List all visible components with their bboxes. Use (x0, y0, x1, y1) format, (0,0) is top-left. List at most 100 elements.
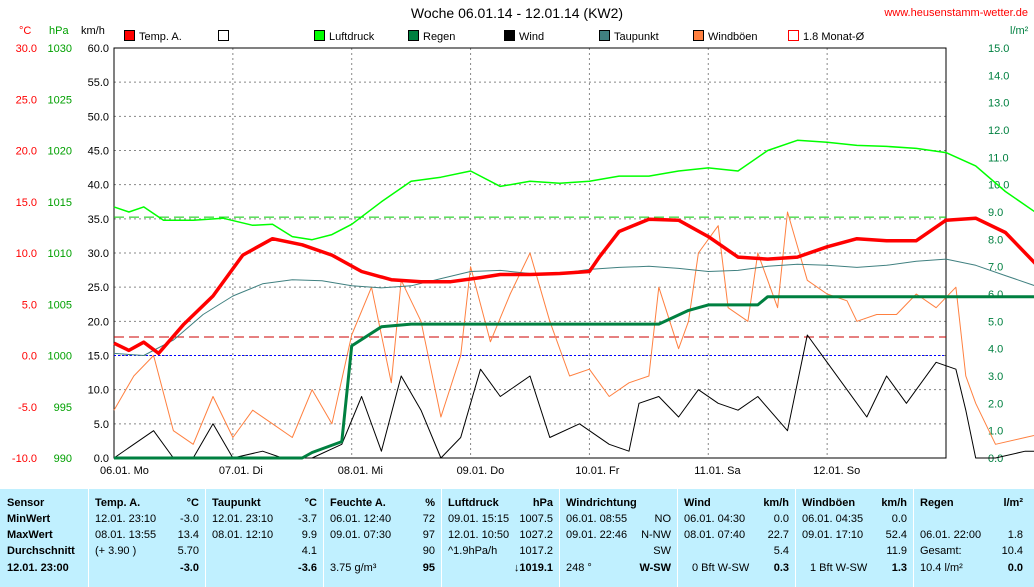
stats-current-time: 12.01. 23:00 (7, 562, 69, 574)
series-line-luftdruck (113, 139, 1034, 241)
wind-tick-label: 40.0 (88, 180, 109, 192)
stats-cell: 5.4 (773, 545, 789, 557)
wind-tick-label: 35.0 (88, 214, 109, 226)
stats-cell: 09.01. 17:10 (802, 529, 864, 541)
stats-cell: 08.01. 07:40 (684, 529, 746, 541)
stats-cell: 1027.2 (519, 529, 553, 541)
stats-current-extra: 248 ° (566, 562, 592, 574)
stats-cell: 12.01. 23:10 (212, 513, 274, 525)
legend-item-dewpoint: Taupunkt (599, 30, 659, 43)
stats-header: Regen (920, 497, 954, 509)
stats-header: Wind (684, 497, 711, 509)
wind-tick-label: 25.0 (88, 282, 109, 294)
legend-label: 1.8 Monat-Ø (803, 31, 865, 43)
pressure-tick-label: 1010 (48, 248, 72, 260)
stats-cell: 0.0 (773, 513, 789, 525)
statistics-table: Sensor MinWert MaxWert Durchschnitt 12.0… (0, 489, 1034, 587)
stats-col-wind: Wind km/h 06.01. 04:30 0.0 08.01. 07:40 … (677, 489, 796, 587)
temp-tick-label: 25.0 (16, 94, 37, 106)
wind-tick-label: 60.0 (88, 43, 109, 55)
chart-title: Woche 06.01.14 - 12.01.14 (KW2) (410, 5, 624, 21)
stats-unit: km/h (763, 497, 789, 509)
legend-label: Taupunkt (614, 31, 659, 43)
stats-cell: 13.4 (177, 529, 199, 541)
stats-cell: SW (653, 545, 671, 557)
plot-frame (113, 47, 947, 459)
stats-col-wind-direction: Windrichtung 06.01. 08:55 NO 09.01. 22:4… (559, 489, 678, 587)
x-tick-label: 07.01. Di (219, 465, 263, 477)
temp-tick-label: 30.0 (16, 43, 37, 55)
pressure-tick-label: 990 (54, 453, 72, 465)
legend-label: Temp. A. (139, 31, 182, 43)
stats-cell: 09.01. 22:46 (566, 529, 628, 541)
legend-swatch (408, 30, 419, 41)
stats-cell: 06.01. 04:35 (802, 513, 864, 525)
stats-cell: 09.01. 07:30 (330, 529, 392, 541)
stats-cell: 1017.2 (519, 545, 553, 557)
stats-cell: 09.01. 15:15 (448, 513, 510, 525)
temp-tick-label: 0.0 (22, 351, 37, 363)
legend-swatch (124, 30, 135, 41)
stats-current: 1.3 (891, 562, 907, 574)
stats-header: Feuchte A. (330, 497, 386, 509)
stats-cell: NO (654, 513, 672, 525)
wind-tick-label: 55.0 (88, 77, 109, 89)
wind-tick-label: 20.0 (88, 316, 109, 328)
x-tick-label: 08.01. Mi (338, 465, 383, 477)
stats-row-label: Durchschnitt (7, 545, 75, 557)
stats-header: Luftdruck (448, 497, 499, 509)
rain-tick-label: 8.0 (988, 234, 1003, 246)
pressure-tick-label: 995 (54, 402, 72, 414)
legend-item-month-avg: 1.8 Monat-Ø (788, 30, 864, 43)
stats-header: Windrichtung (566, 497, 637, 509)
stats-cell: Gesamt: (920, 545, 962, 557)
wind-tick-label: 0.0 (94, 453, 109, 465)
stats-header: Temp. A. (95, 497, 141, 509)
series-line-wind (113, 334, 1034, 459)
chart-legend: Temp. A. Luftdruck Regen Wind Taupunkt W… (0, 30, 1034, 46)
stats-cell: 08.01. 13:55 (95, 529, 157, 541)
rain-tick-label: 11.0 (988, 152, 1009, 164)
wind-unit-label: km/h (81, 25, 105, 37)
stats-unit: km/h (881, 497, 907, 509)
temp-unit-label: °C (19, 25, 32, 37)
rain-tick-label: 15.0 (988, 43, 1009, 55)
stats-cell: 0.0 (891, 513, 907, 525)
rain-tick-label: 6.0 (988, 289, 1003, 301)
stats-current-extra: 1 Bft W-SW (810, 562, 868, 574)
wind-tick-label: 30.0 (88, 248, 109, 260)
website-link[interactable]: www.heusenstamm-wetter.de (884, 7, 1028, 19)
series-line-taupunkt (113, 258, 1034, 356)
pressure-tick-label: 1005 (48, 299, 72, 311)
wind-tick-label: 45.0 (88, 146, 109, 158)
rain-tick-label: 12.0 (988, 125, 1009, 137)
x-tick-label: 11.01. Sa (694, 465, 741, 477)
stats-unit: °C (304, 497, 317, 509)
stats-unit: hPa (532, 497, 553, 509)
stats-cell: 12.01. 10:50 (448, 529, 510, 541)
rain-tick-label: 2.0 (988, 398, 1003, 410)
stats-header: Windböen (802, 497, 856, 509)
stats-cell: 52.4 (885, 529, 907, 541)
legend-item-wind: Wind (504, 30, 544, 43)
stats-unit: °C (186, 497, 199, 509)
rain-tick-label: 5.0 (988, 316, 1003, 328)
legend-item-pressure: Luftdruck (314, 30, 374, 43)
rain-tick-label: 1.0 (988, 426, 1003, 438)
stats-current: -3.6 (298, 562, 317, 574)
rain-tick-label: 3.0 (988, 371, 1003, 383)
stats-current: -3.0 (180, 562, 199, 574)
stats-cell: 9.9 (301, 529, 317, 541)
stats-header: Taupunkt (212, 497, 261, 509)
stats-cell: 06.01. 12:40 (330, 513, 392, 525)
stats-current: 0.0 (1007, 562, 1023, 574)
stats-cell: 06.01. 08:55 (566, 513, 628, 525)
stats-unit: l/m² (1003, 497, 1023, 509)
temp-tick-label: -10.0 (12, 453, 37, 465)
legend-label: Wind (519, 31, 545, 43)
temp-tick-label: -5.0 (18, 402, 37, 414)
stats-col-gusts: Windböen km/h 06.01. 04:35 0.0 09.01. 17… (795, 489, 914, 587)
rain-tick-label: 4.0 (988, 344, 1003, 356)
stats-cell: 11.9 (886, 545, 907, 557)
stats-cell: 97 (422, 529, 435, 541)
